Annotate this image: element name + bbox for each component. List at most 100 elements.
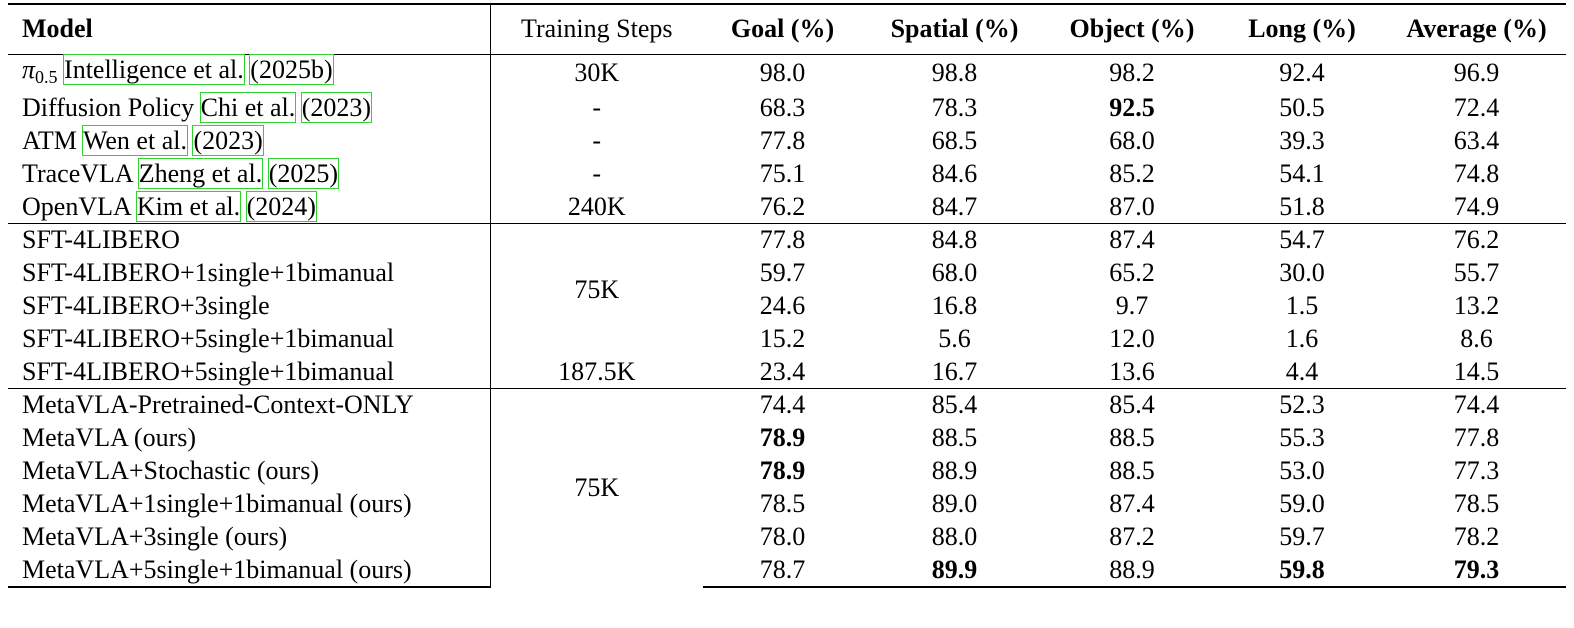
average-cell: 14.5 <box>1387 355 1566 389</box>
citation-authors-link[interactable]: Wen et al. <box>81 125 188 156</box>
goal-cell: 98.0 <box>759 58 806 87</box>
model-name-cell: TraceVLA Zheng et al. (2025) <box>8 157 491 191</box>
average-cell: 77.3 <box>1453 456 1500 485</box>
long-cell: 1.6 <box>1285 324 1319 353</box>
model-name-cell: SFT-4LIBERO+5single+1bimanual <box>8 355 491 389</box>
average-cell: 63.4 <box>1453 126 1500 155</box>
table-row: MetaVLA+3single (ours) 78.0 88.0 87.2 59… <box>8 520 1566 554</box>
spatial-cell: 89.0 <box>931 489 978 518</box>
table-row: MetaVLA+5single+1bimanual (ours) 78.7 89… <box>8 553 1566 588</box>
object-cell: 98.2 <box>1109 58 1155 87</box>
training-steps-cell: 187.5K <box>490 355 703 389</box>
long-cell: 50.5 <box>1279 93 1325 122</box>
training-steps-cell: - <box>592 159 602 188</box>
training-steps-cell: 75K <box>574 274 620 304</box>
object-cell: 68.0 <box>1109 126 1155 155</box>
table-row: MetaVLA+1single+1bimanual (ours) 78.5 89… <box>8 487 1566 521</box>
table-row: π0.5 Intelligence et al. (2025b) 30K 98.… <box>8 53 1566 92</box>
citation-year-link[interactable]: (2023) <box>300 92 373 123</box>
training-steps-cell: - <box>592 93 602 122</box>
citation-authors-link[interactable]: Chi et al. <box>199 92 297 123</box>
model-name-cell: MetaVLA+3single (ours) <box>8 520 491 554</box>
average-cell: 96.9 <box>1453 58 1500 87</box>
model-name-cell: SFT-4LIBERO <box>8 223 491 257</box>
header-goal: Goal (%) <box>703 3 862 55</box>
average-cell: 72.4 <box>1453 93 1500 122</box>
goal-cell-best: 78.9 <box>759 423 806 452</box>
object-cell: 85.4 <box>1109 390 1155 420</box>
table-row: MetaVLA-Pretrained-Context-ONLY 75K 74.4… <box>8 388 1566 502</box>
object-cell: 65.2 <box>1109 258 1155 287</box>
spatial-cell: 84.7 <box>862 190 1047 224</box>
object-cell: 85.2 <box>1109 159 1155 188</box>
goal-cell: 15.2 <box>759 324 806 353</box>
training-steps-cell: 75K <box>574 472 620 502</box>
citation-year-link[interactable]: (2025b) <box>249 53 334 85</box>
goal-cell: 76.2 <box>703 190 862 224</box>
table-row: TraceVLA Zheng et al. (2025) - 75.1 84.6… <box>8 157 1566 191</box>
citation-year-link[interactable]: (2024) <box>245 190 317 222</box>
average-cell: 78.5 <box>1453 489 1500 518</box>
model-name-cell: MetaVLA (ours) <box>8 421 491 455</box>
object-cell: 88.5 <box>1109 423 1155 452</box>
model-name-cell: MetaVLA+1single+1bimanual (ours) <box>8 487 491 521</box>
average-cell: 8.6 <box>1460 324 1493 353</box>
citation-authors-link[interactable]: Intelligence et al. <box>63 53 245 85</box>
model-name-subscript: 0.5 <box>35 66 58 87</box>
header-training-steps: Training Steps <box>490 3 703 55</box>
header-long: Long (%) <box>1217 3 1387 55</box>
header-model: Model <box>8 3 491 55</box>
citation-year-link[interactable]: (2025) <box>267 158 340 189</box>
long-cell: 59.0 <box>1279 489 1325 518</box>
training-steps-cell: 240K <box>490 190 703 224</box>
object-cell: 12.0 <box>1109 324 1155 353</box>
model-name: TraceVLA <box>22 159 133 188</box>
model-name-cell: SFT-4LIBERO+3single <box>8 289 491 323</box>
long-cell: 30.0 <box>1279 258 1325 287</box>
long-cell: 92.4 <box>1279 58 1325 87</box>
long-cell-best: 59.8 <box>1217 553 1387 588</box>
average-cell: 76.2 <box>1453 225 1500 255</box>
average-cell: 74.9 <box>1387 190 1566 224</box>
training-steps-cell: 30K <box>574 58 620 87</box>
table-row: SFT-4LIBERO+5single+1bimanual 15.2 5.6 1… <box>8 322 1566 356</box>
goal-cell: 74.4 <box>759 390 806 420</box>
citation-authors-link[interactable]: Kim et al. <box>135 190 242 222</box>
object-cell: 87.4 <box>1109 489 1155 518</box>
spatial-cell: 88.0 <box>931 522 978 551</box>
long-cell: 51.8 <box>1217 190 1387 224</box>
spatial-cell: 68.5 <box>931 126 978 155</box>
average-cell: 13.2 <box>1453 291 1500 320</box>
results-table: Model Training Steps Goal (%) Spatial (%… <box>8 3 1566 588</box>
spatial-cell-best: 89.9 <box>862 553 1047 588</box>
goal-cell: 77.8 <box>759 225 806 255</box>
model-name-symbol: π <box>22 54 36 84</box>
long-cell: 52.3 <box>1279 390 1325 420</box>
table-row: SFT-4LIBERO+1single+1bimanual 59.7 68.0 … <box>8 256 1566 290</box>
goal-cell: 75.1 <box>759 159 806 188</box>
object-cell: 87.0 <box>1047 190 1217 224</box>
long-cell: 55.3 <box>1279 423 1325 452</box>
header-object: Object (%) <box>1047 3 1217 55</box>
long-cell: 39.3 <box>1279 126 1325 155</box>
goal-cell: 59.7 <box>759 258 806 287</box>
average-cell: 74.4 <box>1453 390 1500 420</box>
spatial-cell: 84.6 <box>931 159 978 188</box>
average-cell: 78.2 <box>1453 522 1500 551</box>
spatial-cell: 68.0 <box>931 258 978 287</box>
spatial-cell: 84.8 <box>931 225 978 255</box>
table-row: OpenVLA Kim et al. (2024) 240K 76.2 84.7… <box>8 190 1566 224</box>
spatial-cell: 98.8 <box>931 58 978 87</box>
object-cell: 88.9 <box>1047 553 1217 588</box>
model-name-cell: Diffusion Policy Chi et al. (2023) <box>8 91 491 125</box>
table-row: SFT-4LIBERO+3single 24.6 16.8 9.7 1.5 13… <box>8 289 1566 323</box>
long-cell: 53.0 <box>1279 456 1325 485</box>
spatial-cell: 16.8 <box>931 291 978 320</box>
citation-year-link[interactable]: (2023) <box>192 125 264 156</box>
model-name: Diffusion Policy <box>22 93 195 122</box>
model-name-cell: SFT-4LIBERO+5single+1bimanual <box>8 322 491 356</box>
citation-authors-link[interactable]: Zheng et al. <box>137 158 264 189</box>
model-name: OpenVLA <box>22 191 131 221</box>
spatial-cell: 88.9 <box>931 456 978 485</box>
goal-cell: 78.5 <box>759 489 806 518</box>
